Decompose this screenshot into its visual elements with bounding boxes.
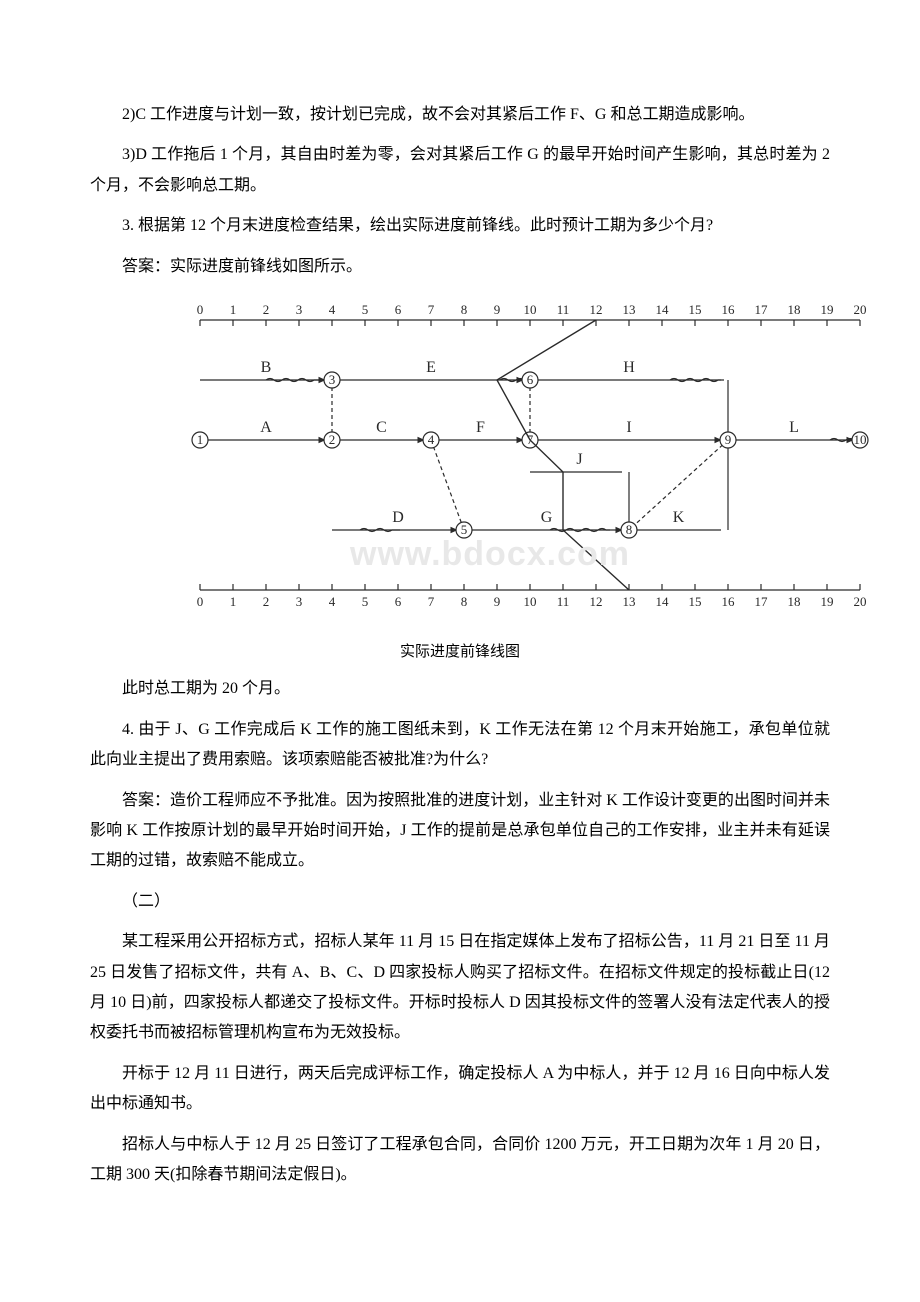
figure-caption: 实际进度前锋线图	[90, 638, 830, 667]
svg-text:9: 9	[494, 302, 501, 317]
svg-text:12: 12	[590, 302, 603, 317]
svg-text:10: 10	[854, 432, 867, 447]
answer-3-intro: 答案：实际进度前锋线如图所示。	[90, 252, 830, 282]
svg-text:20: 20	[854, 594, 867, 609]
svg-text:8: 8	[626, 522, 633, 537]
svg-text:1: 1	[197, 432, 204, 447]
svg-text:3: 3	[296, 594, 303, 609]
svg-text:0: 0	[197, 302, 204, 317]
svg-text:A: A	[260, 419, 272, 436]
svg-text:13: 13	[623, 594, 636, 609]
svg-text:B: B	[261, 359, 272, 376]
svg-text:4: 4	[329, 302, 336, 317]
answer-4: 答案：造价工程师应不予批准。因为按照批准的进度计划，业主针对 K 工作设计变更的…	[90, 786, 830, 877]
svg-text:2: 2	[329, 432, 336, 447]
svg-text:5: 5	[362, 302, 369, 317]
svg-text:1: 1	[230, 302, 237, 317]
svg-text:11: 11	[557, 594, 570, 609]
svg-text:4: 4	[428, 432, 435, 447]
svg-text:5: 5	[461, 522, 468, 537]
para-2c: 2)C 工作进度与计划一致，按计划已完成，故不会对其紧后工作 F、G 和总工期造…	[90, 100, 830, 130]
svg-text:1: 1	[230, 594, 237, 609]
svg-text:J: J	[576, 451, 582, 468]
question-4: 4. 由于 J、G 工作完成后 K 工作的施工图纸未到，K 工作无法在第 12 …	[90, 715, 830, 776]
network-diagram: 0123456789101112131415161718192001234567…	[150, 292, 910, 632]
svg-text:15: 15	[689, 594, 702, 609]
svg-text:0: 0	[197, 594, 204, 609]
svg-text:E: E	[426, 359, 436, 376]
svg-text:15: 15	[689, 302, 702, 317]
svg-text:17: 17	[755, 302, 769, 317]
svg-text:8: 8	[461, 594, 468, 609]
svg-text:I: I	[626, 419, 631, 436]
svg-text:K: K	[673, 509, 685, 526]
svg-text:G: G	[541, 509, 553, 526]
total-duration: 此时总工期为 20 个月。	[90, 674, 830, 704]
svg-text:16: 16	[722, 594, 736, 609]
svg-text:5: 5	[362, 594, 369, 609]
svg-text:10: 10	[524, 302, 537, 317]
svg-text:6: 6	[527, 372, 534, 387]
svg-text:4: 4	[329, 594, 336, 609]
svg-text:6: 6	[395, 302, 402, 317]
svg-text:F: F	[476, 419, 485, 436]
svg-text:10: 10	[524, 594, 537, 609]
svg-text:19: 19	[821, 302, 834, 317]
para-bidding-2: 开标于 12 月 11 日进行，两天后完成评标工作，确定投标人 A 为中标人，并…	[90, 1059, 830, 1120]
svg-text:H: H	[623, 359, 635, 376]
svg-text:17: 17	[755, 594, 769, 609]
svg-text:3: 3	[329, 372, 336, 387]
question-3: 3. 根据第 12 个月末进度检查结果，绘出实际进度前锋线。此时预计工期为多少个…	[90, 211, 830, 241]
svg-text:11: 11	[557, 302, 570, 317]
svg-text:19: 19	[821, 594, 834, 609]
svg-text:9: 9	[725, 432, 732, 447]
svg-text:18: 18	[788, 594, 801, 609]
para-bidding-1: 某工程采用公开招标方式，招标人某年 11 月 15 日在指定媒体上发布了招标公告…	[90, 927, 830, 1049]
para-3d: 3)D 工作拖后 1 个月，其自由时差为零，会对其紧后工作 G 的最早开始时间产…	[90, 140, 830, 201]
svg-text:14: 14	[656, 594, 670, 609]
svg-text:6: 6	[395, 594, 402, 609]
svg-text:7: 7	[428, 594, 435, 609]
svg-text:20: 20	[854, 302, 867, 317]
svg-text:9: 9	[494, 594, 501, 609]
svg-text:2: 2	[263, 302, 270, 317]
svg-text:16: 16	[722, 302, 736, 317]
svg-text:14: 14	[656, 302, 670, 317]
svg-text:L: L	[789, 419, 799, 436]
section-2-heading: （二）	[90, 887, 830, 917]
svg-text:2: 2	[263, 594, 270, 609]
svg-text:18: 18	[788, 302, 801, 317]
svg-text:D: D	[392, 509, 404, 526]
para-bidding-3: 招标人与中标人于 12 月 25 日签订了工程承包合同，合同价 1200 万元，…	[90, 1130, 830, 1191]
svg-text:C: C	[376, 419, 387, 436]
figure-container: 0123456789101112131415161718192001234567…	[150, 292, 830, 632]
svg-text:7: 7	[428, 302, 435, 317]
svg-text:12: 12	[590, 594, 603, 609]
svg-text:3: 3	[296, 302, 303, 317]
svg-text:13: 13	[623, 302, 636, 317]
svg-text:8: 8	[461, 302, 468, 317]
